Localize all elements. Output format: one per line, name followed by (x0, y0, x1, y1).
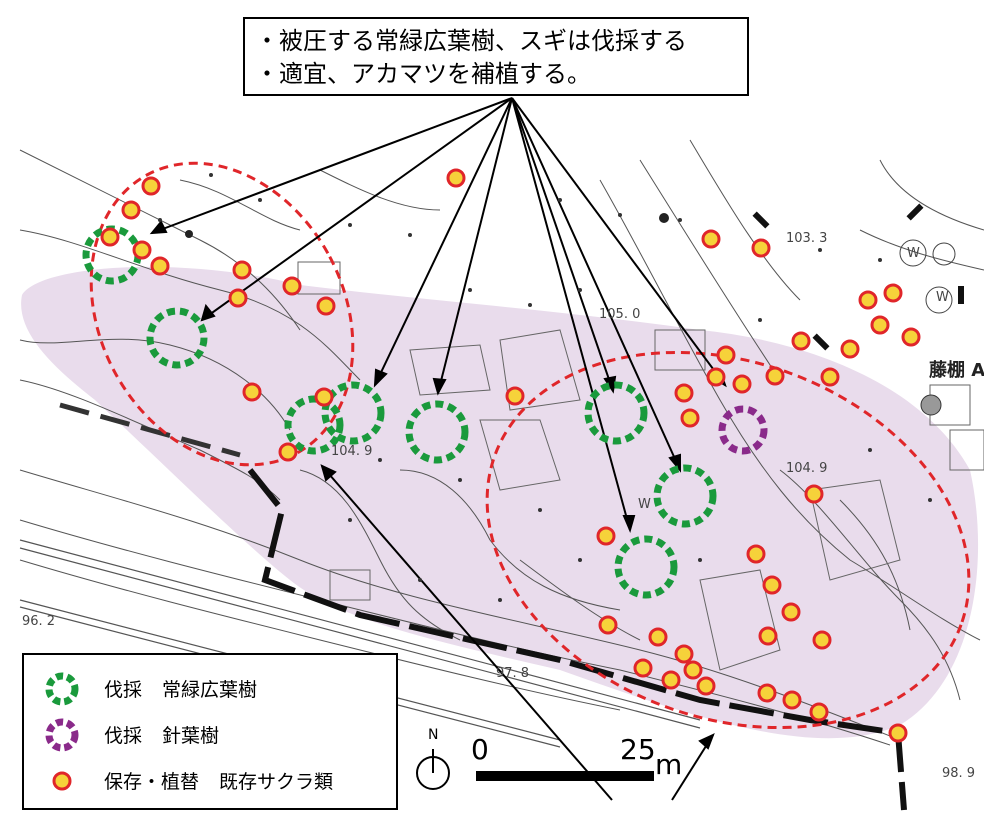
building-label: 藤棚 A (929, 360, 984, 381)
legend-item-conifer-cut: 伐採 針葉樹 (24, 713, 396, 753)
north-label: N (428, 727, 439, 743)
cherry-tree-dots (100, 168, 921, 743)
legend-label-a: 伐採 (104, 725, 143, 747)
scale-start-label: 0 (471, 733, 489, 766)
manhole-mark (659, 213, 669, 223)
orange-dot-icon (52, 771, 72, 791)
well-label: W (936, 290, 949, 305)
conifer-cut-ring (718, 405, 768, 455)
boundary-east (485, 350, 971, 730)
legend-item-evergreen-cut: 伐採 常緑広葉樹 (24, 667, 396, 707)
annotation-callout: ・被圧する常緑広葉樹、スギは伐採する ・適宜、アカマツを補植する。 (243, 17, 749, 96)
evergreen-cut-ring (321, 381, 385, 445)
survey-points (158, 173, 932, 602)
target-boundaries (89, 161, 971, 730)
site-boundary-line (247, 468, 907, 811)
retaining-wall-line (59, 402, 241, 458)
boundary-northwest (89, 161, 355, 467)
evergreen-cut-ring (653, 464, 717, 528)
evergreen-cut-ring (284, 395, 344, 455)
north-arrow-icon (416, 749, 450, 790)
manhole-mark (185, 230, 193, 238)
scale-end-label: 25 (620, 733, 656, 766)
evergreen-cut-ring (146, 307, 208, 369)
spot-height: 105. 0 (599, 307, 641, 322)
legend-label-b: 針葉樹 (162, 725, 220, 747)
spot-height: 98. 9 (942, 766, 976, 781)
legend-label-b: 既存サクラ類 (219, 771, 334, 793)
spot-height: 104. 9 (331, 444, 373, 459)
callout-arrows (149, 97, 727, 801)
legend-item-cherry-keep: 保存・植替 既存サクラ類 (24, 759, 396, 799)
scale-bar (476, 771, 654, 781)
map-legend: 伐採 常緑広葉樹 伐採 針葉樹 保存・植替 既存サクラ類 (22, 653, 398, 810)
spot-height: 104. 9 (786, 461, 828, 476)
green-dashed-ring-icon (45, 672, 79, 706)
building-outlines (297, 261, 984, 671)
callout-line-1: ・被圧する常緑広葉樹、スギは伐採する (255, 27, 687, 55)
purple-dashed-ring-icon (45, 718, 79, 752)
well-label: W (638, 497, 651, 512)
legend-label-a: 保存・植替 (104, 771, 200, 793)
legend-label-a: 伐採 (104, 679, 143, 701)
spot-height: 96. 2 (22, 614, 56, 629)
well-label: W (907, 246, 920, 261)
callout-line-2: ・適宜、アカマツを補植する。 (255, 60, 591, 88)
spot-height: 103. 3 (786, 231, 828, 246)
evergreen-cut-ring (584, 381, 648, 445)
evergreen-cut-ring (614, 535, 678, 599)
spot-height: 97. 8 (496, 666, 530, 681)
legend-label-b: 常緑広葉樹 (162, 679, 258, 701)
evergreen-cut-ring (405, 400, 469, 464)
scale-unit-label: m (655, 748, 683, 781)
